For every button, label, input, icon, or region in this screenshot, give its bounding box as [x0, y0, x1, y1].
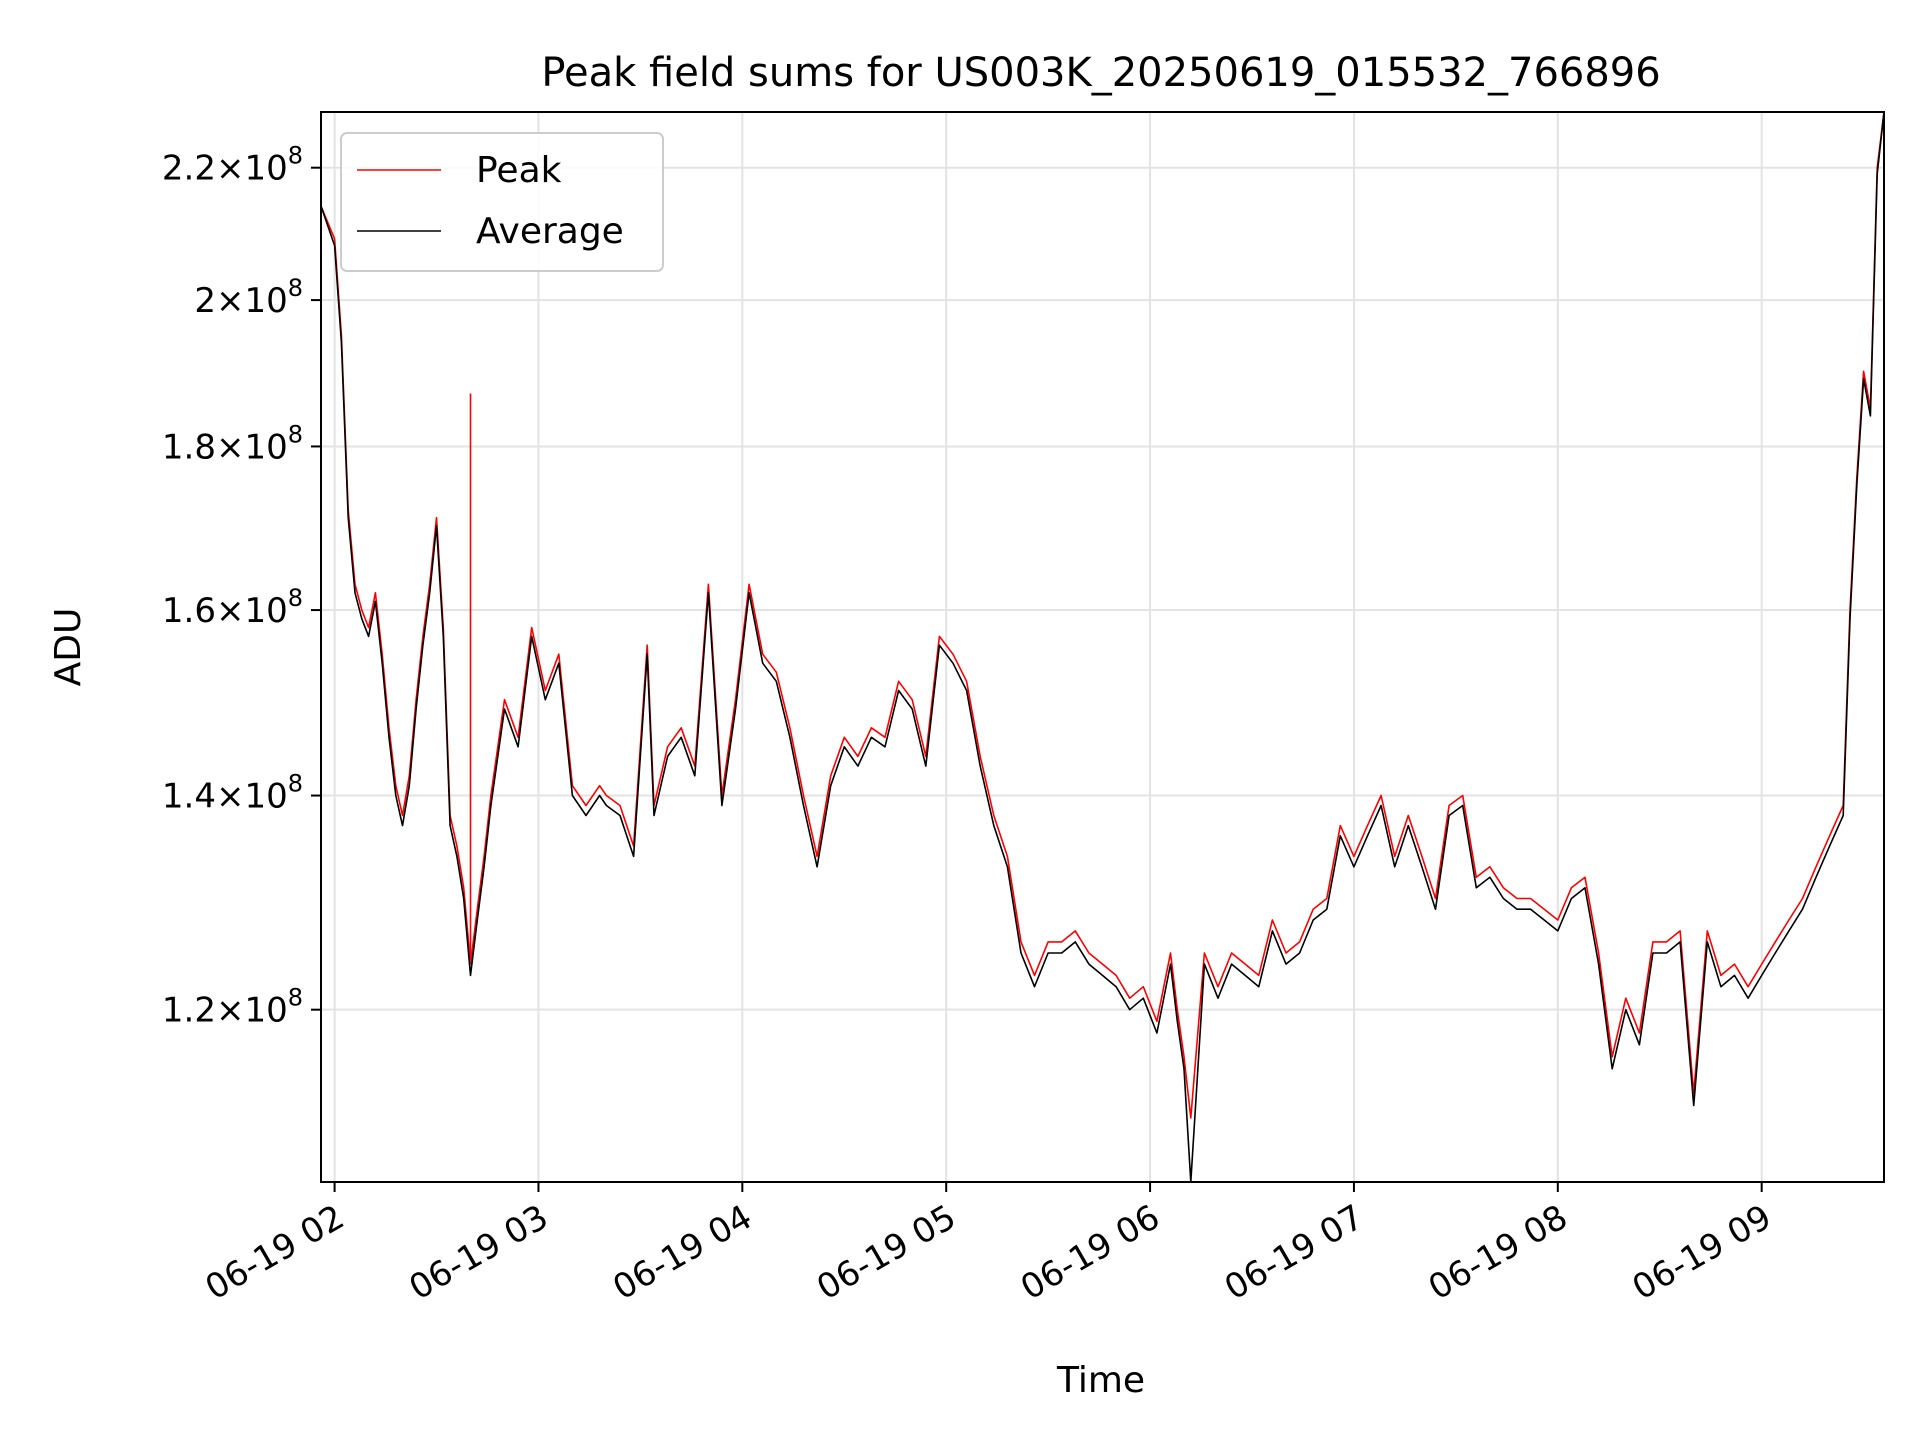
- chart-title: Peak field sums for US003K_20250619_0155…: [541, 50, 1660, 96]
- y-tick-exponent: 8: [288, 274, 303, 302]
- y-tick-label: 1.8×108: [162, 420, 303, 467]
- y-tick-multiplier: ×10: [216, 777, 288, 817]
- x-axis-label: Time: [1056, 1360, 1145, 1401]
- series-line-peak: [321, 112, 1884, 1119]
- legend-label-peak: Peak: [476, 150, 562, 191]
- y-tick-exponent: 8: [288, 984, 303, 1012]
- series-line-average: [321, 112, 1884, 1182]
- y-tick-multiplier: ×10: [216, 149, 288, 189]
- legend-label-average: Average: [476, 211, 624, 252]
- y-tick-mantissa: 1.6: [162, 591, 216, 631]
- legend-box: [340, 132, 664, 272]
- y-tick-exponent: 8: [288, 770, 303, 798]
- y-tick-label: 2×108: [194, 274, 303, 321]
- y-tick-multiplier: ×10: [216, 991, 288, 1031]
- y-tick-mantissa: 1.4: [162, 777, 216, 817]
- series-layer: [321, 112, 1884, 1182]
- y-tick-exponent: 8: [288, 142, 303, 170]
- y-tick-label: 1.6×108: [162, 584, 303, 631]
- plot-frame: [320, 111, 1885, 1183]
- y-tick-mantissa: 2: [194, 281, 216, 321]
- y-tick-label: 1.2×108: [162, 984, 303, 1031]
- y-tick-mantissa: 1.8: [162, 427, 216, 467]
- y-axis-label: ADU: [48, 608, 89, 687]
- y-tick-multiplier: ×10: [216, 427, 288, 467]
- y-tick-mantissa: 2.2: [162, 149, 216, 189]
- legend: Peak Average: [340, 132, 664, 272]
- y-tick-exponent: 8: [288, 584, 303, 612]
- y-tick-label: 2.2×108: [162, 142, 303, 189]
- y-tick-multiplier: ×10: [216, 591, 288, 631]
- y-tick-label: 1.4×108: [162, 770, 303, 817]
- y-tick-multiplier: ×10: [216, 281, 288, 321]
- y-tick-mantissa: 1.2: [162, 991, 216, 1031]
- y-tick-exponent: 8: [288, 420, 303, 448]
